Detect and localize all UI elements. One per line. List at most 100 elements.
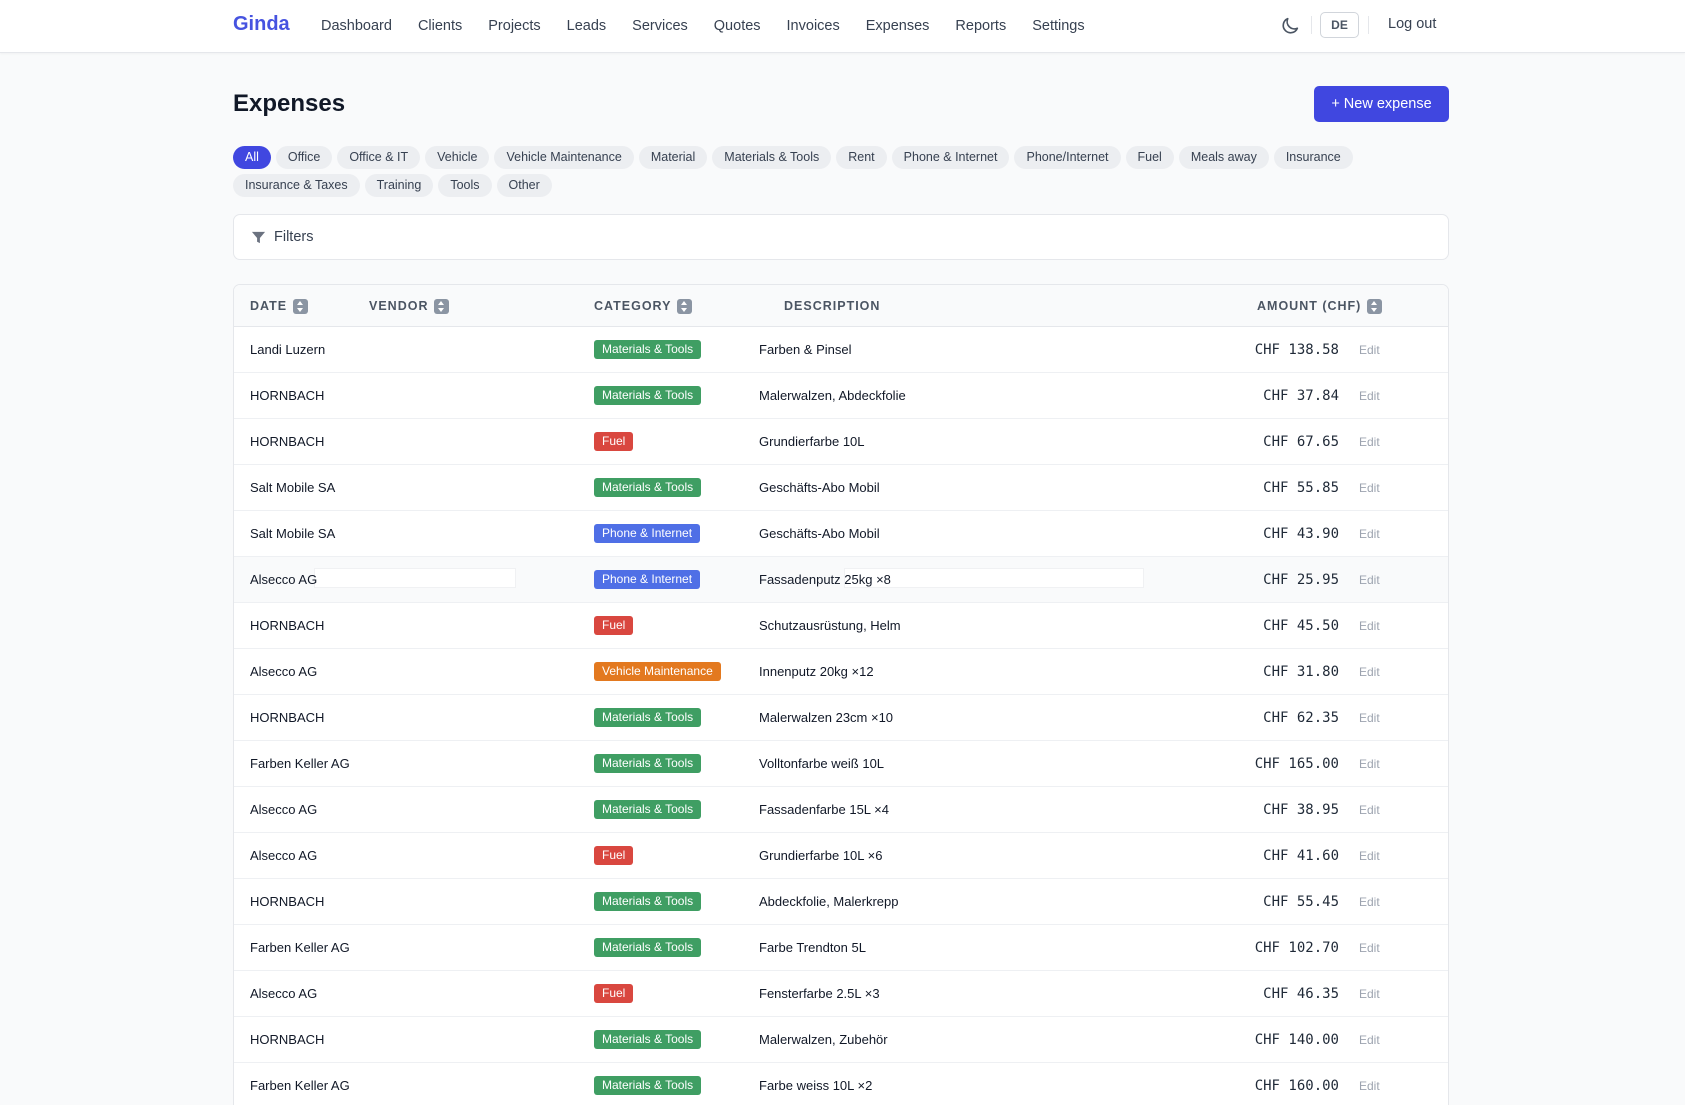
- chip-tools[interactable]: Tools: [438, 174, 492, 197]
- edit-link[interactable]: Edit: [1359, 526, 1380, 541]
- table-header: DATE VENDOR CATEGORY DESCRIPTION AMOUNT …: [234, 285, 1448, 327]
- nav-reports[interactable]: Reports: [955, 18, 1007, 34]
- category-badge: Materials & Tools: [594, 340, 702, 359]
- edit-link[interactable]: Edit: [1359, 894, 1380, 909]
- nav-projects[interactable]: Projects: [488, 18, 541, 34]
- chip-insurance-taxes[interactable]: Insurance & Taxes: [233, 174, 360, 197]
- chip-fuel[interactable]: Fuel: [1125, 146, 1174, 169]
- header-category[interactable]: CATEGORY: [594, 285, 693, 327]
- header-amount-label: AMOUNT (CHF): [1257, 299, 1362, 313]
- vendor-cell: Alsecco AG: [250, 848, 318, 863]
- table-row[interactable]: Landi Luzern Materials & Tools Farben & Pi…: [234, 327, 1448, 373]
- brand-logo[interactable]: Ginda: [233, 13, 290, 35]
- header-amount[interactable]: AMOUNT (CHF): [1257, 285, 1383, 327]
- table-row[interactable]: HORNBACH Materials & Tools Malerwalzen 23c…: [234, 695, 1448, 741]
- chip-insurance[interactable]: Insurance: [1273, 146, 1353, 169]
- nav-invoices[interactable]: Invoices: [786, 18, 840, 34]
- edit-link[interactable]: Edit: [1359, 342, 1380, 357]
- vendor-cell: Salt Mobile SA: [250, 480, 336, 495]
- description-cell: Innenputz 20kg ×12: [759, 664, 874, 679]
- header-vendor[interactable]: VENDOR: [369, 285, 450, 327]
- category-cell: Materials & Tools: [594, 787, 702, 832]
- amount-cell: CHF 55.45: [1263, 893, 1339, 910]
- edit-link[interactable]: Edit: [1359, 1032, 1380, 1047]
- edit-link[interactable]: Edit: [1359, 618, 1380, 633]
- category-cell: Materials & Tools: [594, 741, 702, 786]
- chip-other[interactable]: Other: [496, 174, 552, 197]
- table-row[interactable]: Salt Mobile SA Phone & Internet Geschäfts-…: [234, 511, 1448, 557]
- chip-materials-tools[interactable]: Materials & Tools: [712, 146, 832, 169]
- nav-quotes[interactable]: Quotes: [713, 18, 761, 34]
- edit-link[interactable]: Edit: [1359, 940, 1380, 955]
- edit-link[interactable]: Edit: [1359, 848, 1380, 863]
- table-row[interactable]: HORNBACH Materials & Tools Malerwalzen, Zu…: [234, 1017, 1448, 1063]
- table-row[interactable]: Farben Keller AG Materials & Tools Farbe w…: [234, 1063, 1448, 1105]
- chip-all[interactable]: All: [233, 146, 271, 169]
- vendor-cell: HORNBACH: [250, 710, 325, 725]
- filters-panel-toggle[interactable]: Filters: [233, 214, 1449, 260]
- header-date[interactable]: DATE: [250, 285, 309, 327]
- logout-link[interactable]: Log out: [1388, 16, 1437, 32]
- edit-link[interactable]: Edit: [1359, 802, 1380, 817]
- table-row[interactable]: Alsecco AG Vehicle Maintenance Innenputz 2…: [234, 649, 1448, 695]
- table-row[interactable]: Farben Keller AG Materials & Tools Vollton…: [234, 741, 1448, 787]
- nav-clients[interactable]: Clients: [417, 18, 463, 34]
- filter-icon: [251, 231, 266, 243]
- category-filter-chips: All Office Office & IT Vehicle Vehicle Maint…: [233, 146, 1393, 202]
- table-row[interactable]: HORNBACH Materials & Tools Abdeckfolie, Ma…: [234, 879, 1448, 925]
- edit-link[interactable]: Edit: [1359, 710, 1380, 725]
- nav-dashboard[interactable]: Dashboard: [321, 18, 392, 34]
- edit-link[interactable]: Edit: [1359, 572, 1380, 587]
- edit-link[interactable]: Edit: [1359, 480, 1380, 495]
- amount-cell: CHF 37.84: [1263, 387, 1339, 404]
- table-row[interactable]: HORNBACH Fuel Schutzausrüstung, Helm CHF 45…: [234, 603, 1448, 649]
- description-cell: Fensterfarbe 2.5L ×3: [759, 986, 880, 1001]
- chip-training[interactable]: Training: [364, 174, 434, 197]
- chip-vehicle-maintenance[interactable]: Vehicle Maintenance: [494, 146, 634, 169]
- table-row[interactable]: Alsecco AG Fuel Fensterfarbe 2.5L ×3 CHF 46…: [234, 971, 1448, 1017]
- inline-edit-field[interactable]: [844, 568, 1144, 588]
- nav-leads[interactable]: Leads: [566, 18, 607, 34]
- edit-link[interactable]: Edit: [1359, 434, 1380, 449]
- new-expense-button[interactable]: + New expense: [1314, 86, 1449, 122]
- category-cell: Materials & Tools: [594, 465, 702, 510]
- nav-expenses[interactable]: Expenses: [865, 18, 930, 34]
- table-row[interactable]: Farben Keller AG Materials & Tools Farbe T…: [234, 925, 1448, 971]
- category-cell: Vehicle Maintenance: [594, 649, 721, 694]
- chip-rent[interactable]: Rent: [836, 146, 887, 169]
- theme-toggle-button[interactable]: [1279, 15, 1301, 37]
- category-cell: Phone & Internet: [594, 557, 701, 602]
- table-row[interactable]: Alsecco AG Fuel Grundierfarbe 10L ×6 CHF 41…: [234, 833, 1448, 879]
- table-row[interactable]: Alsecco AG Materials & Tools Fassadenfarbe…: [234, 787, 1448, 833]
- table-row[interactable]: HORNBACH Fuel Grundierfarbe 10L CHF 67.65 Ed…: [234, 419, 1448, 465]
- edit-link[interactable]: Edit: [1359, 1078, 1380, 1093]
- language-toggle-button[interactable]: DE: [1320, 12, 1359, 38]
- chip-material[interactable]: Material: [638, 146, 708, 169]
- table-row[interactable]: Salt Mobile SA Materials & Tools Geschäfts…: [234, 465, 1448, 511]
- amount-cell: CHF 38.95: [1263, 801, 1339, 818]
- table-row[interactable]: Alsecco AG Phone & Internet Fassadenputz 2…: [234, 557, 1448, 603]
- chip-phone-internet[interactable]: Phone & Internet: [891, 146, 1010, 169]
- table-row[interactable]: HORNBACH Materials & Tools Malerwalzen, Ab…: [234, 373, 1448, 419]
- chip-office[interactable]: Office: [275, 146, 333, 169]
- category-badge: Materials & Tools: [594, 754, 702, 773]
- edit-link[interactable]: Edit: [1359, 664, 1380, 679]
- header-vendor-label: VENDOR: [369, 299, 429, 313]
- chip-vehicle[interactable]: Vehicle: [425, 146, 490, 169]
- category-badge: Materials & Tools: [594, 386, 702, 405]
- description-cell: Malerwalzen 23cm ×10: [759, 710, 894, 725]
- category-badge: Vehicle Maintenance: [594, 662, 721, 681]
- amount-cell: CHF 62.35: [1263, 709, 1339, 726]
- category-cell: Materials & Tools: [594, 925, 702, 970]
- vendor-cell: HORNBACH: [250, 894, 325, 909]
- amount-cell: CHF 46.35: [1263, 985, 1339, 1002]
- nav-services[interactable]: Services: [632, 18, 688, 34]
- edit-link[interactable]: Edit: [1359, 388, 1380, 403]
- chip-phone-internet[interactable]: Phone/Internet: [1014, 146, 1121, 169]
- chip-meals-away[interactable]: Meals away: [1178, 146, 1269, 169]
- edit-link[interactable]: Edit: [1359, 986, 1380, 1001]
- edit-link[interactable]: Edit: [1359, 756, 1380, 771]
- nav-settings[interactable]: Settings: [1032, 18, 1085, 34]
- chip-office-it[interactable]: Office & IT: [337, 146, 421, 169]
- inline-edit-field[interactable]: [314, 568, 516, 588]
